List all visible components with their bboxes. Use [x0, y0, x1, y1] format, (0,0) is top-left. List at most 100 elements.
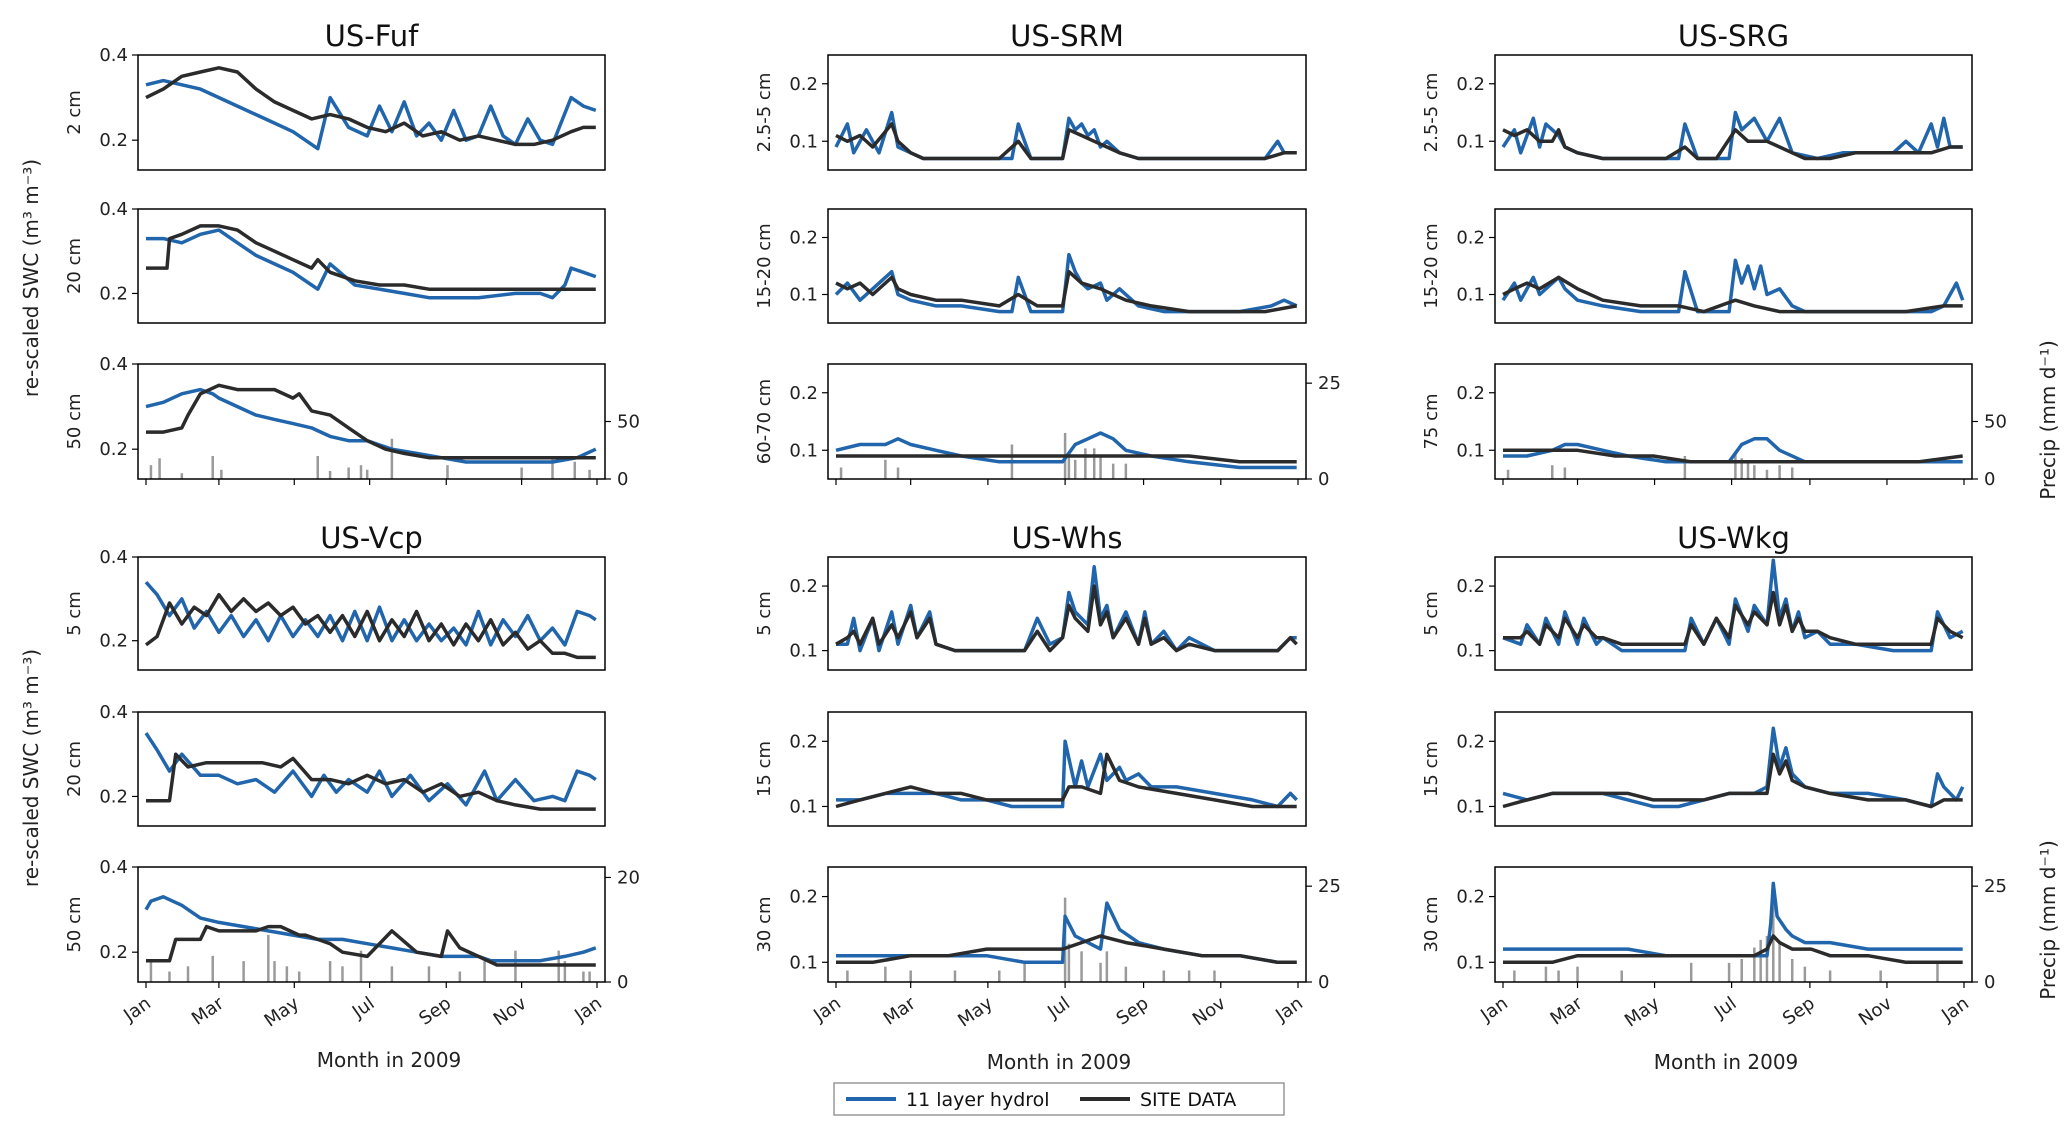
panel-5-cm: 0.1 0.2 5 cm [754, 556, 1307, 671]
depth-label: 5 cm [754, 591, 775, 636]
panel-frame [827, 556, 1307, 671]
panel-frame [1494, 556, 1973, 671]
site-data-line [835, 752, 1297, 809]
x-tick-label: Jan [1271, 993, 1307, 1027]
precip-tick-label: 0 [617, 469, 628, 490]
panel-frame [1494, 363, 1973, 480]
site-title: US-SRM [1010, 19, 1124, 53]
y-tick-label: 0.2 [1456, 74, 1485, 95]
site-data-line [1502, 275, 1963, 314]
y-tick-label: 0.2 [1456, 383, 1485, 404]
panel-frame [827, 711, 1307, 827]
site-us-whs: US-Whs 0.1 0.2 5 cm 0.1 0.2 15 cm 0 25 0.1 0.2 30 c… [754, 521, 1341, 1031]
depth-label: 50 cm [64, 896, 85, 952]
model-line [1502, 558, 1964, 653]
shared-ylabel-top: re-scaled SWC (m³ m⁻³) [19, 159, 43, 397]
site-title: US-Wkg [1677, 521, 1790, 555]
panel-30-cm: 0 25 0.1 0.2 30 cm Jan Mar May Jul Sep Nov Jan [754, 866, 1341, 1032]
model-line [1503, 881, 1963, 958]
model-line [145, 387, 597, 464]
site-data-line [1503, 448, 1963, 464]
panel-15-20-cm: 0.1 0.2 15-20 cm [1421, 208, 1973, 324]
model-line [836, 739, 1298, 809]
site-data-line [146, 924, 596, 967]
depth-label: 20 cm [64, 238, 85, 294]
panel-2-5-5-cm: 0.1 0.2 2.5-5 cm [1421, 54, 1973, 171]
x-tick-label: Jan [809, 993, 845, 1027]
panel-50-cm: 0 20 0.2 0.4 50 cm Jan Mar May Jul Sep Nov Jan [64, 857, 640, 1031]
legend: 11 layer hydrol SITE DATA [833, 1082, 1285, 1116]
site-data-line [145, 66, 596, 147]
site-data-line [146, 752, 596, 811]
depth-label: 15-20 cm [1421, 223, 1442, 308]
site-data-line [146, 383, 596, 460]
legend-model-label: 11 layer hydrol [906, 1089, 1050, 1111]
site-data-line [146, 224, 596, 291]
panel-frame [827, 54, 1307, 171]
panel-50-cm: 0 50 0.2 0.4 50 cm [64, 354, 640, 490]
precip-tick-label: 0 [1984, 469, 1995, 490]
panel-frame [137, 363, 606, 480]
y-tick-label: 0.2 [99, 283, 128, 304]
depth-label: 15-20 cm [754, 223, 775, 308]
site-data-line [836, 934, 1297, 965]
y-tick-label: 0.2 [1456, 731, 1485, 752]
y-tick-label: 0.2 [1456, 228, 1485, 249]
depth-label: 30 cm [754, 896, 775, 952]
panel-frame [827, 208, 1307, 324]
precip-tick-label: 25 [1984, 876, 2007, 897]
depth-label: 15 cm [1421, 741, 1442, 797]
y-tick-label: 0.1 [789, 952, 818, 973]
x-tick-label: May [954, 993, 997, 1032]
panel-15-20-cm: 0.1 0.2 15-20 cm [754, 208, 1307, 324]
precip-tick-label: 20 [617, 867, 640, 888]
y-tick-label: 0.1 [1456, 285, 1485, 306]
site-data-line [1502, 752, 1963, 809]
precip-tick-label: 50 [1984, 412, 2007, 433]
y-tick-label: 0.1 [789, 641, 818, 662]
panel-frame [137, 711, 606, 827]
y-tick-label: 0.1 [789, 440, 818, 461]
site-data-line [144, 592, 596, 660]
panel-frame [827, 866, 1307, 983]
legend-site-label: SITE DATA [1140, 1089, 1236, 1111]
panel-frame [1494, 54, 1973, 171]
x-tick-label: Sep [1779, 993, 1819, 1030]
site-data-line [835, 269, 1298, 314]
y-tick-label: 0.4 [99, 199, 128, 220]
panel-5-cm: 0.2 0.4 5 cm [64, 547, 606, 671]
site-title: US-Fuf [325, 19, 420, 53]
x-tick-label: Nov [490, 993, 531, 1031]
x-tick-label: May [261, 993, 304, 1032]
depth-label: 15 cm [754, 741, 775, 797]
panel-frame [1494, 866, 1973, 983]
depth-label: 20 cm [64, 741, 85, 797]
panel-frame [1494, 711, 1973, 827]
y-tick-label: 0.1 [789, 131, 818, 152]
model-line [146, 228, 597, 300]
site-data-line [835, 122, 1297, 161]
panel-30-cm: 0 25 0.1 0.2 30 cm Jan Mar May Jul Sep Nov Jan [1421, 866, 2007, 1031]
site-us-fuf: US-Fuf 0.2 0.4 2 cm 0.2 0.4 20 cm 0 50 0.2 0.4 50 c… [64, 19, 640, 490]
x-tick-label: Jan [119, 993, 155, 1027]
panel-5-cm: 0.1 0.2 5 cm [1421, 556, 1973, 671]
site-data-line [1503, 590, 1964, 646]
panel-frame [137, 208, 606, 324]
panel-75-cm: 0 50 0.1 0.2 75 cm [1421, 363, 2007, 490]
x-tick-label: Jul [348, 993, 379, 1023]
site-title: US-Whs [1011, 521, 1122, 555]
precip-tick-label: 0 [617, 972, 628, 993]
x-tick-label: Jan [1937, 993, 1973, 1027]
xlabel-col1: Month in 2009 [317, 1048, 462, 1072]
panel-2-5-5-cm: 0.1 0.2 2.5-5 cm [754, 54, 1307, 171]
xlabel-col2: Month in 2009 [987, 1050, 1132, 1074]
y-tick-label: 0.2 [99, 439, 128, 460]
x-tick-label: Jan [570, 993, 606, 1027]
y-tick-label: 0.2 [99, 786, 128, 807]
y-tick-label: 0.2 [789, 887, 818, 908]
site-us-wkg: US-Wkg 0.1 0.2 5 cm 0.1 0.2 15 cm 0 25 0.1 0.2 30 c… [1421, 521, 2007, 1031]
y-tick-label: 0.2 [99, 942, 128, 963]
y-tick-label: 0.2 [789, 576, 818, 597]
site-us-srg: US-SRG 0.1 0.2 2.5-5 cm 0.1 0.2 15-20 cm 0 50 0.1… [1421, 19, 2007, 490]
depth-label: 50 cm [64, 393, 85, 449]
